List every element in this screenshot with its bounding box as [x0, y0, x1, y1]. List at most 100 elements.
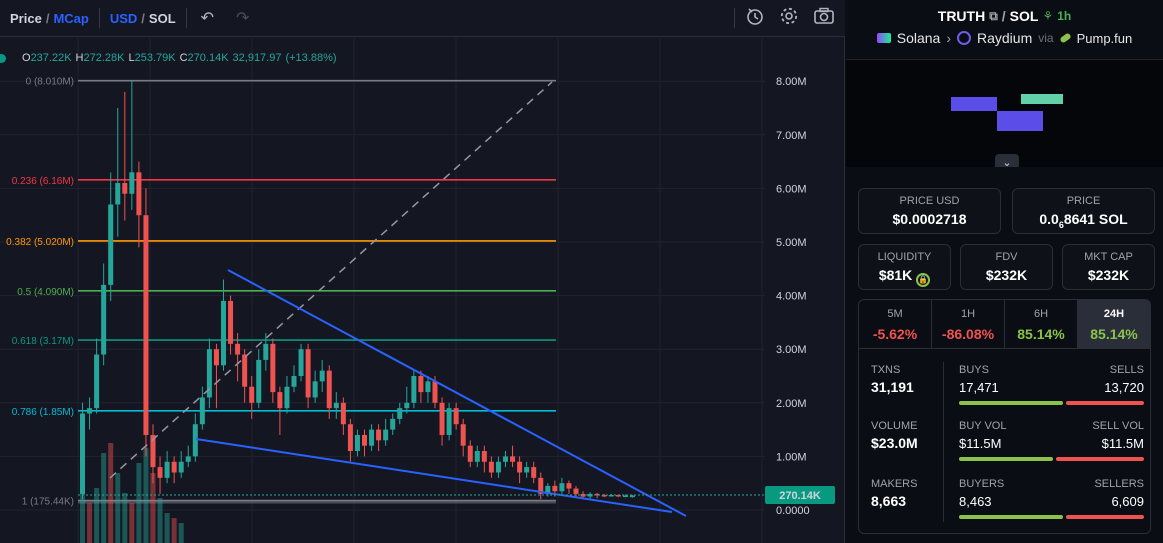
price-axis-tick: 5.00M	[776, 237, 807, 249]
price-axis[interactable]: 8.00M 7.00M 6.00M 5.00M 4.00M 3.00M 2.00M 1.00M…	[776, 76, 810, 517]
candle-body	[340, 402, 346, 425]
wedge-lower-line[interactable]	[195, 438, 673, 513]
copy-icon[interactable]: ⧉	[989, 8, 998, 23]
volume-bar	[136, 463, 142, 543]
price-axis-tick: 3.00M	[776, 344, 807, 356]
candle-body	[383, 429, 389, 441]
change-24h: 85.14%	[1090, 326, 1138, 342]
candle-body	[566, 483, 572, 489]
price-chart[interactable]: 0 (8.010M) 0.236 (6.16M) 0.382 (5.020M) 0.5…	[0, 38, 845, 543]
liquidity-label: LIQUIDITY	[877, 251, 932, 263]
price-usd-box: PRICE USD $0.0002718	[858, 188, 1001, 234]
candle-body	[538, 477, 544, 494]
trend-dashed-line[interactable]	[109, 81, 553, 479]
price-axis-tick: 8.00M	[776, 76, 807, 88]
candle-body	[87, 408, 93, 414]
candle-body	[425, 381, 431, 393]
candle-body	[594, 493, 600, 496]
mktcap-label: MKT CAP	[1084, 251, 1133, 263]
candle-body	[601, 494, 607, 497]
toolbar-divider	[185, 8, 187, 28]
price-toggle[interactable]: Price	[10, 10, 42, 26]
candle-body	[157, 467, 163, 478]
raydium-icon	[957, 31, 971, 45]
candle-body	[101, 284, 107, 355]
candle-body	[362, 434, 367, 446]
buyers-sellers-row: BUYERS SELLERS 8,463 6,609	[959, 478, 1144, 519]
candle-body	[221, 300, 226, 366]
fib-retracement[interactable]: 0 (8.010M) 0.236 (6.16M) 0.382 (5.020M) 0.5…	[6, 77, 556, 508]
usd-toggle[interactable]: USD	[109, 10, 138, 26]
pair-quote: SOL	[1009, 8, 1039, 24]
toggle-separator: /	[45, 10, 50, 26]
volume-bar	[115, 473, 121, 543]
banner-block	[1021, 94, 1063, 104]
lock-icon[interactable]: 🔒	[916, 273, 931, 287]
launchpad-name[interactable]: Pump.fun	[1076, 30, 1133, 46]
fib-base	[78, 500, 556, 504]
volume-bar	[143, 448, 149, 543]
volume-bar	[101, 453, 107, 543]
volume-bar	[178, 523, 184, 543]
tab-1h[interactable]: 1H -86.08%	[932, 300, 1005, 348]
price-axis-tick: 2.00M	[776, 398, 807, 410]
candle-body	[277, 392, 283, 409]
banner-block	[997, 111, 1043, 131]
volume-bar	[150, 473, 156, 543]
candle-body	[291, 376, 297, 387]
candle-body	[143, 215, 149, 435]
buys-sells-row: BUYS SELLS 17,471 13,720	[959, 364, 1144, 405]
drawing-tools[interactable]	[109, 81, 687, 517]
tab-6h[interactable]: 6H 85.14%	[1005, 300, 1078, 348]
undo-icon[interactable]: ↶	[200, 10, 215, 27]
last-price-tag-text: 270.14K	[779, 490, 821, 502]
candle-body	[481, 451, 487, 462]
candle-body	[256, 359, 262, 403]
candle-body	[108, 204, 114, 285]
high-label: H	[75, 52, 84, 64]
sell-vol-value: $11.5M	[1101, 436, 1144, 451]
toolbar-divider	[734, 8, 735, 28]
sol-toggle[interactable]: SOL	[148, 10, 176, 26]
tab-24h[interactable]: 24H 85.14%	[1078, 300, 1150, 348]
redo-icon[interactable]: ↷	[236, 10, 250, 27]
candle-body	[136, 172, 142, 216]
candle-body	[326, 370, 332, 409]
timeframe-tabs: 5M -5.62% 1H -86.08% 6H 85.14% 24H 85.14…	[858, 299, 1151, 349]
tab-5m[interactable]: 5M -5.62%	[859, 300, 932, 348]
expand-chevron-icon[interactable]: ⌄	[995, 154, 1019, 167]
solana-icon	[876, 33, 891, 43]
candle-body	[390, 418, 396, 430]
price-axis-tick: 0.0000	[776, 505, 810, 517]
price-axis-tick: 6.00M	[776, 183, 807, 195]
candle-body	[319, 370, 325, 382]
replay-icon[interactable]	[745, 6, 765, 31]
camera-icon[interactable]	[813, 6, 835, 31]
candle-body	[460, 424, 466, 446]
mcap-toggle[interactable]: MCap	[53, 10, 89, 26]
candle-body	[453, 408, 459, 425]
txns-stat: TXNS 31,191	[871, 364, 914, 395]
open-label: O	[22, 52, 31, 64]
candle-body	[524, 467, 530, 473]
chain-name[interactable]: Solana	[896, 30, 941, 46]
candle-body	[629, 495, 635, 498]
token-banner: ⌄	[846, 60, 1163, 167]
fdv-label: FDV	[995, 251, 1018, 263]
candle-body	[122, 183, 128, 194]
candle-body	[80, 413, 85, 494]
volume-bar	[87, 503, 93, 543]
wedge-upper-line[interactable]	[227, 269, 687, 517]
liquidity-value: $81K 🔒	[859, 267, 950, 287]
candle-body	[150, 434, 156, 468]
candle-body	[249, 386, 255, 403]
candle-body	[404, 402, 410, 409]
settings-gear-icon[interactable]	[779, 6, 799, 31]
candle-body	[531, 467, 537, 478]
candle-body	[446, 408, 452, 435]
candle-body	[418, 376, 424, 393]
sells-value: 13,720	[1104, 380, 1144, 395]
dex-name[interactable]: Raydium	[977, 30, 1033, 46]
candle-body	[312, 381, 318, 398]
candle-body	[171, 461, 177, 473]
